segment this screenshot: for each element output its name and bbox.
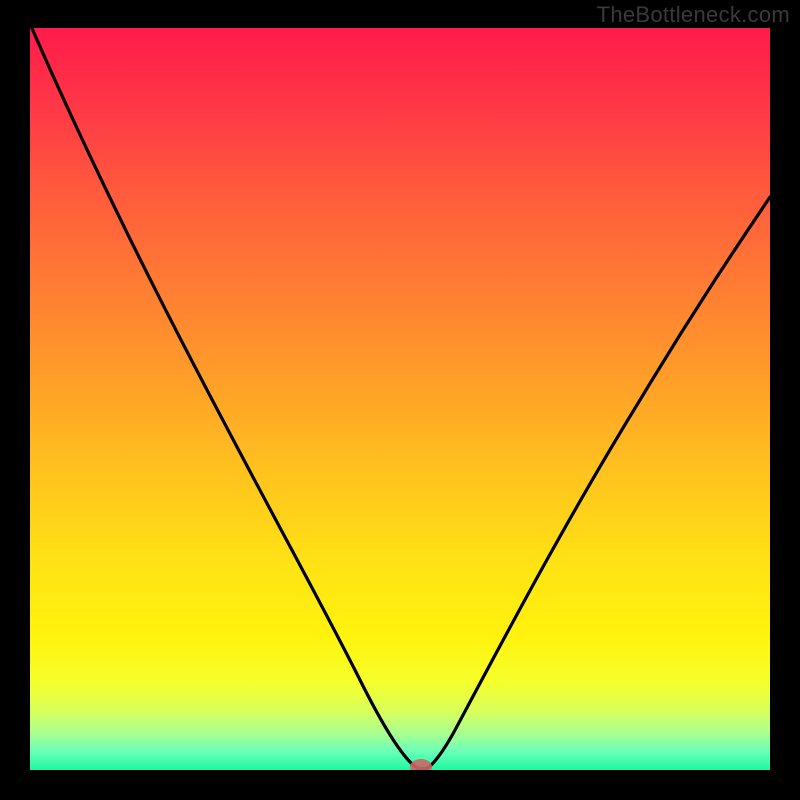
gradient-background (0, 0, 800, 800)
watermark-text: TheBottleneck.com (597, 2, 790, 28)
chart-stage: TheBottleneck.com (0, 0, 800, 800)
frame-left (0, 0, 30, 800)
frame-right (770, 0, 800, 800)
frame-bottom (0, 770, 800, 800)
